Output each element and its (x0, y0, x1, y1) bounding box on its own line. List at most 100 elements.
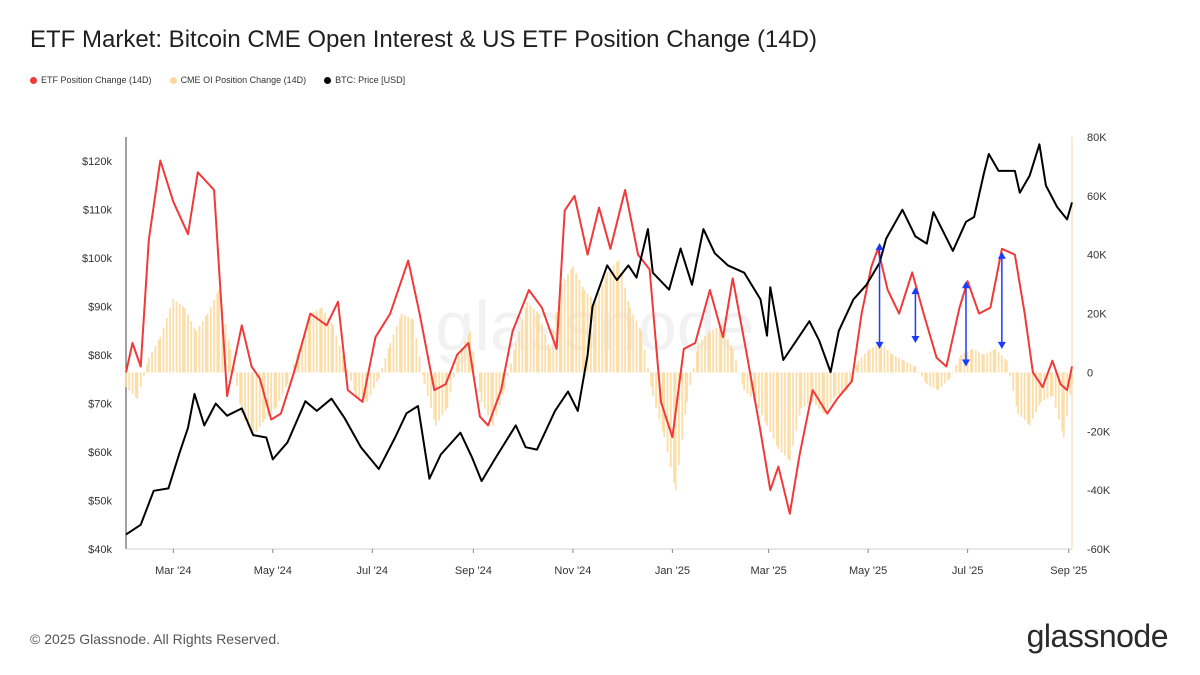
cme-bar (301, 338, 304, 373)
cme-bar (289, 372, 292, 375)
cme-bar (392, 334, 395, 373)
annotation-double-arrow (875, 242, 884, 349)
cme-bar (549, 348, 551, 373)
cme-bar (627, 300, 630, 373)
cme-bar (438, 372, 441, 421)
cme-bar (678, 372, 680, 465)
cme-bar (162, 327, 165, 373)
cme-bar (446, 372, 449, 408)
cme-bar (940, 372, 943, 387)
cme-bar (510, 363, 512, 373)
cme-bar (992, 349, 995, 373)
cme-bar (426, 372, 429, 396)
cme-bar (159, 337, 162, 373)
cme-bar (855, 364, 858, 373)
cme-bar (704, 336, 706, 373)
x-tick-label: Mar '24 (155, 565, 191, 577)
cme-bar (1058, 372, 1060, 420)
cme-bar (754, 372, 757, 402)
cme-bar (784, 372, 786, 456)
legend-item-etf[interactable]: ETF Position Change (14D) (30, 75, 152, 85)
cme-bar (1049, 372, 1052, 397)
cme-bar (178, 303, 181, 373)
cme-bar (723, 332, 726, 373)
cme-bar (764, 372, 767, 423)
cme-bar (335, 335, 338, 373)
glassnode-logo: glassnode (1026, 618, 1169, 654)
cme-bar (262, 372, 264, 423)
cme-bar (955, 364, 958, 373)
cme-bar (994, 348, 997, 373)
cme-bar (529, 305, 532, 373)
cme-bar (320, 307, 323, 373)
annotation-double-arrow (961, 281, 970, 367)
cme-bar (567, 274, 569, 373)
cme-bar (1023, 372, 1026, 421)
cme-bar (575, 273, 578, 373)
cme-bar (903, 360, 905, 373)
legend-item-btc[interactable]: BTC: Price [USD] (324, 75, 405, 85)
cme-bar (700, 339, 703, 373)
cme-bar (224, 323, 227, 373)
y-left-tick-label: $120k (82, 156, 112, 168)
cme-bar (146, 363, 149, 373)
legend-swatch-btc (324, 76, 332, 84)
cme-bar (537, 313, 540, 373)
y-right-tick-label: -40K (1087, 485, 1111, 497)
cme-bar (415, 337, 418, 373)
cme-bar (487, 372, 489, 416)
cme-bar (749, 372, 752, 397)
cme-bar (240, 372, 243, 414)
cme-bar (981, 353, 984, 373)
cme-bar (707, 332, 710, 373)
cme-bar (935, 372, 938, 390)
legend-item-cme[interactable]: CME OI Position Change (14D) (169, 75, 306, 85)
cme-bar (753, 372, 755, 401)
cme-bar (151, 351, 153, 373)
cme-bar (867, 350, 870, 373)
y-right-tick-label: 60K (1087, 191, 1107, 203)
annotation-arrow-head-up (911, 287, 920, 295)
cme-bar (518, 331, 520, 373)
x-tick-label: Jul '24 (357, 565, 388, 577)
cme-bar (875, 345, 878, 373)
cme-bar (452, 372, 455, 378)
cme-bar (514, 343, 517, 373)
y-right-tick-label: 0 (1087, 367, 1093, 379)
cme-bar (187, 314, 189, 373)
cme-bar (844, 372, 847, 391)
cme-bar (410, 318, 413, 373)
cme-bar (720, 325, 723, 373)
cme-bar (395, 326, 398, 373)
cme-bar (407, 316, 410, 373)
cme-bar (506, 372, 509, 377)
cme-bar (193, 327, 196, 373)
cme-bar (832, 372, 835, 399)
cme-bar (860, 357, 863, 373)
annotation-arrow-head-up (997, 251, 1006, 259)
cme-bar (663, 372, 666, 438)
cme-bar (131, 372, 134, 394)
cme-bar (239, 372, 242, 405)
annotation-double-arrow (997, 251, 1006, 349)
cme-bar (147, 357, 150, 373)
cme-bar (350, 372, 352, 381)
cme-bar (421, 372, 424, 375)
cme-bar (818, 372, 821, 409)
cme-bar (661, 372, 664, 432)
cme-bar (921, 372, 923, 377)
cme-bar (929, 372, 931, 386)
cme-bar (681, 372, 684, 440)
cme-bar (464, 341, 467, 373)
cme-bar (974, 350, 977, 373)
cme-bar (526, 301, 529, 373)
cme-bar (444, 372, 447, 411)
cme-bar (434, 372, 437, 426)
cme-bar (1017, 372, 1020, 414)
cme-bar (412, 319, 414, 373)
cme-bar (423, 372, 426, 385)
cme-bar (983, 354, 985, 373)
cme-bar (761, 372, 764, 416)
y-right-tick-label: 40K (1087, 250, 1107, 262)
legend-swatch-cme (169, 76, 177, 84)
